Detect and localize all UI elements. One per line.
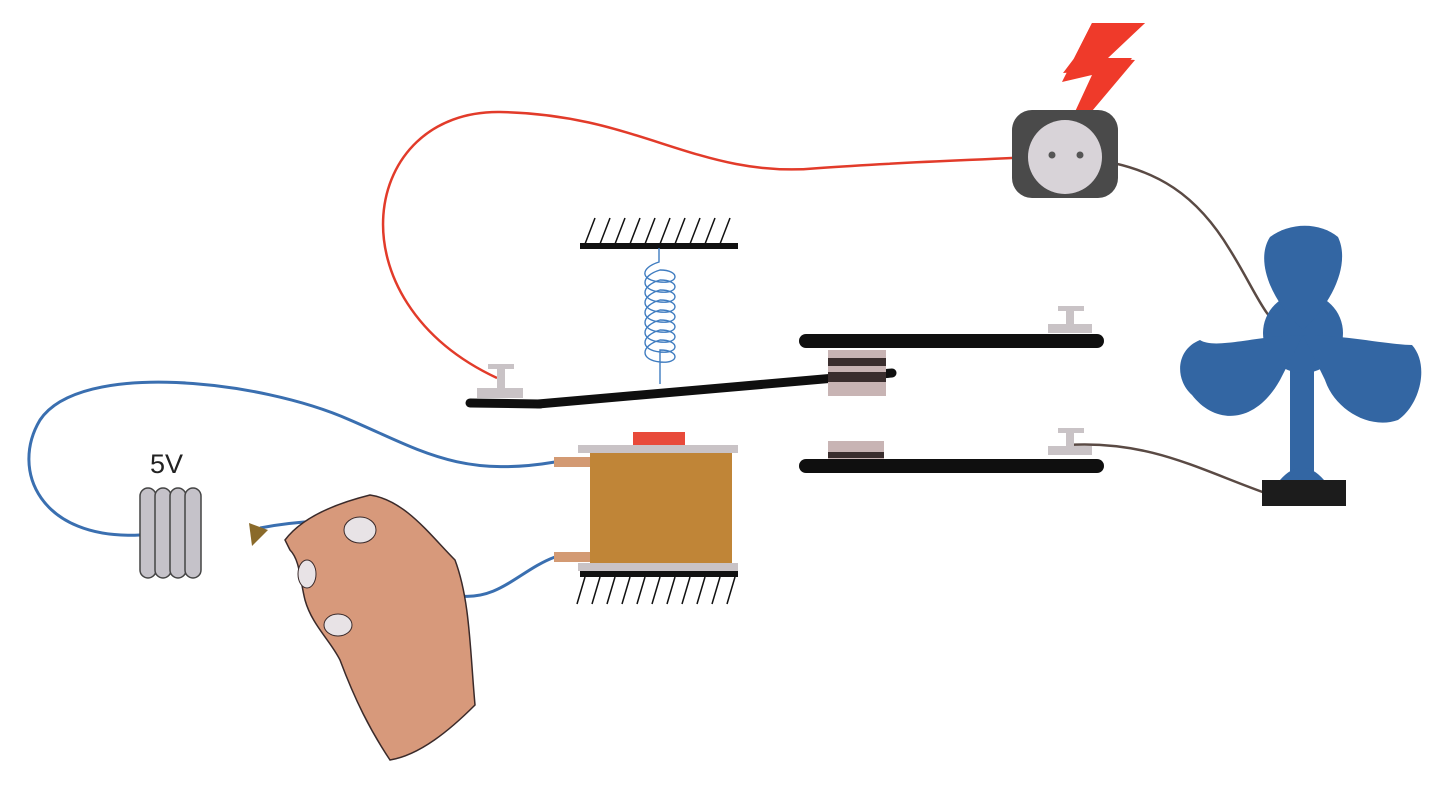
armature-terminal (477, 364, 523, 398)
battery-voltage-label: 5V (150, 449, 183, 479)
contact-to-fan-wire (1066, 443, 1269, 496)
socket-to-fan-wire (1079, 156, 1286, 332)
lower-contact-pad (828, 441, 884, 459)
upper-contact-terminal (1048, 306, 1092, 333)
spring-icon (644, 248, 676, 384)
upper-contact-pad (828, 350, 886, 396)
armature-lever (465, 398, 545, 409)
mains-wire (381, 110, 1053, 380)
fan-icon (1180, 225, 1422, 506)
electromagnet-coil-icon (554, 432, 738, 571)
finger-nail-2 (323, 613, 353, 637)
finger-nail-1 (297, 559, 317, 589)
floor-mount (576, 571, 738, 605)
lower-contact-terminal (1048, 428, 1092, 455)
hand-icon (284, 494, 476, 761)
power-socket-icon (1012, 110, 1118, 198)
ceiling-mount (580, 217, 738, 249)
battery-to-coil-wire (27, 380, 556, 537)
battery-icon (139, 487, 202, 579)
wire-probe-tip (249, 523, 268, 546)
thumb-nail (343, 516, 377, 544)
